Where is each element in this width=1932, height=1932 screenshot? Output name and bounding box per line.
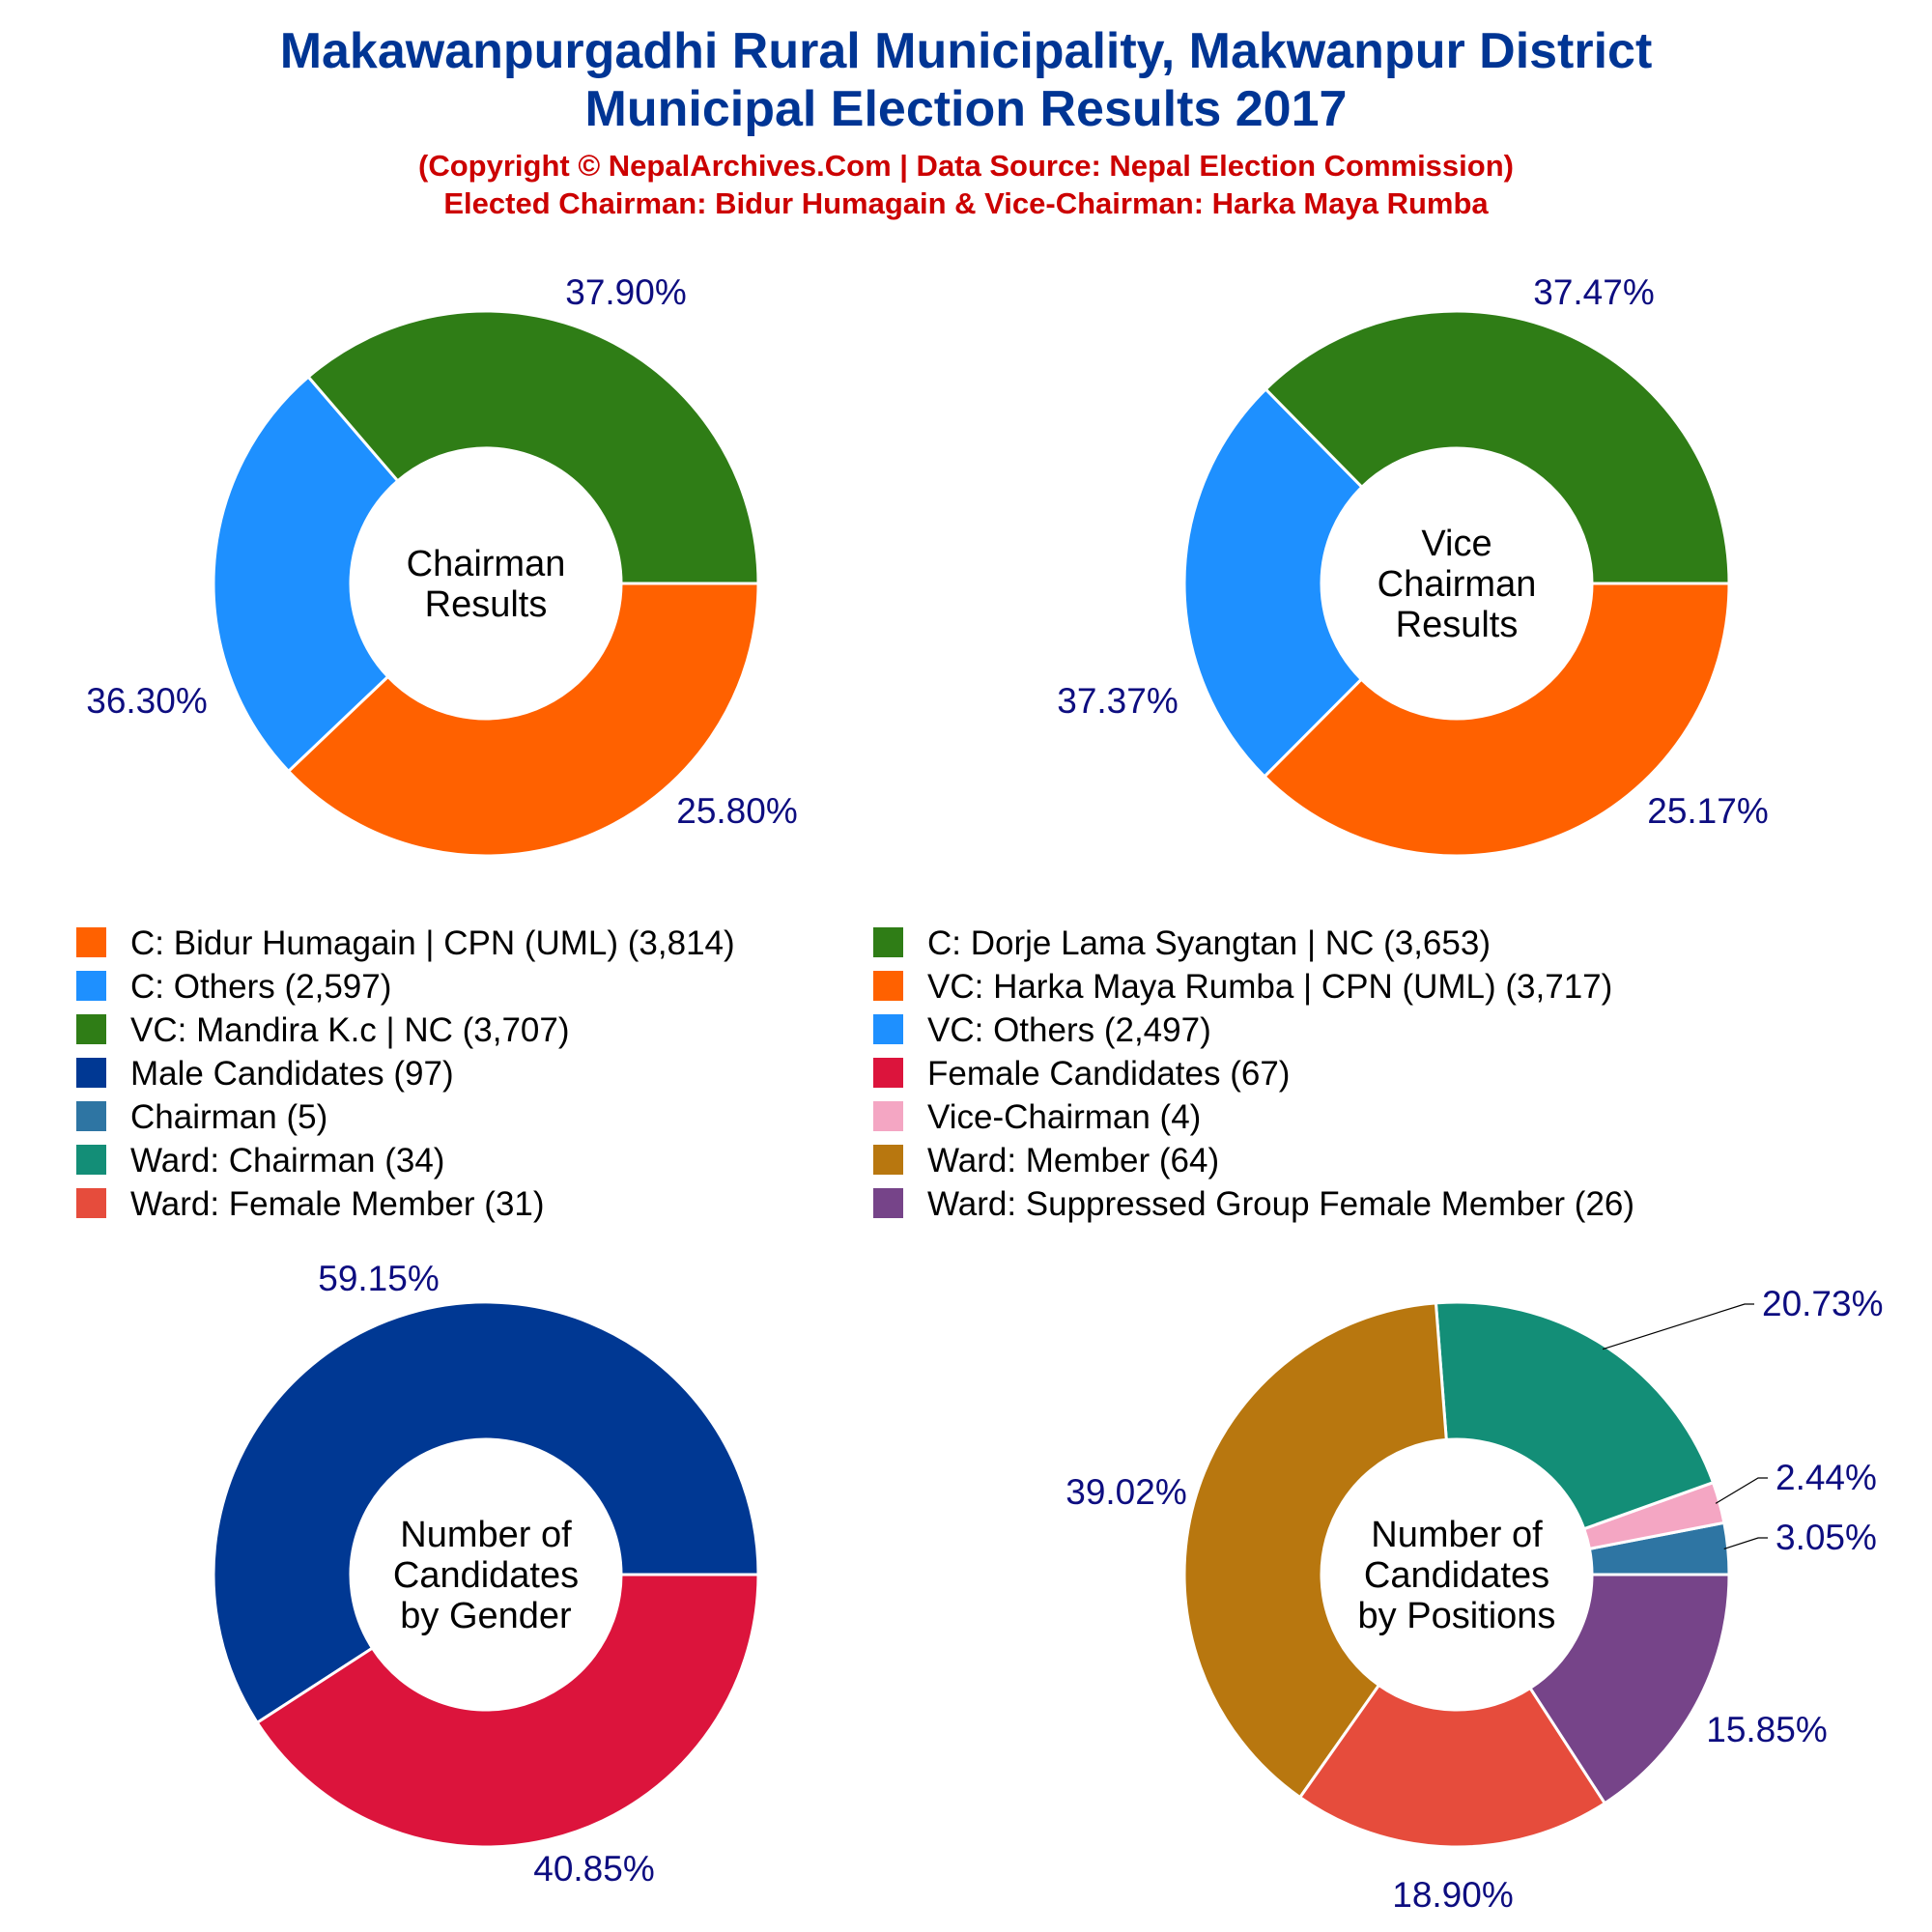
leader-line-4-3 xyxy=(1602,1303,1754,1350)
percent-label-4-5: 18.90% xyxy=(1392,1875,1514,1915)
center-label-4-1: Number of xyxy=(1371,1515,1543,1555)
legend-swatch-12 xyxy=(873,1145,903,1175)
legend-item-2: C: Dorje Lama Syangtan | NC (3,653) xyxy=(873,924,1491,962)
legend-swatch-3 xyxy=(76,971,106,1001)
legend-label-3: C: Others (2,597) xyxy=(130,968,391,1006)
legend-swatch-4 xyxy=(873,971,903,1001)
percent-label-4-2: 2.44% xyxy=(1776,1458,1877,1497)
title-line-2: Municipal Election Results 2017 xyxy=(585,81,1348,137)
legend-swatch-1 xyxy=(76,927,106,957)
center-label-1-1: Chairman xyxy=(407,544,566,584)
center-label-3-1: Number of xyxy=(400,1515,572,1555)
legend: C: Bidur Humagain | CPN (UML) (3,814) C: … xyxy=(76,924,1634,1223)
percent-label-1-3: 36.30% xyxy=(86,681,208,721)
legend-label-6: VC: Others (2,497) xyxy=(927,1011,1211,1049)
donut-charts: 37.90%25.80%36.30%ChairmanResults37.47%2… xyxy=(86,272,1883,1915)
legend-swatch-14 xyxy=(873,1188,903,1218)
center-label-2-3: Results xyxy=(1396,605,1519,645)
slice-4-5 xyxy=(1297,1683,1607,1849)
percent-label-4-4: 39.02% xyxy=(1065,1472,1187,1512)
subtitle-line-2: Elected Chairman: Bidur Humagain & Vice-… xyxy=(443,186,1489,220)
legend-swatch-6 xyxy=(873,1014,903,1044)
slice-4-3 xyxy=(1434,1300,1716,1531)
legend-label-14: Ward: Suppressed Group Female Member (26… xyxy=(927,1185,1634,1223)
slice-4-4 xyxy=(1182,1301,1448,1800)
legend-swatch-11 xyxy=(76,1145,106,1175)
center-label-2-2: Chairman xyxy=(1378,564,1537,605)
legend-item-1: C: Bidur Humagain | CPN (UML) (3,814) xyxy=(76,924,735,962)
subtitle-line-1: (Copyright © NepalArchives.Com | Data So… xyxy=(418,149,1514,183)
leader-line-4-2 xyxy=(1715,1477,1768,1504)
legend-label-13: Ward: Female Member (31) xyxy=(130,1185,545,1223)
legend-swatch-2 xyxy=(873,927,903,957)
percent-label-2-3: 37.37% xyxy=(1057,681,1179,721)
slice-2-1 xyxy=(1262,582,1731,858)
legend-item-9: Chairman (5) xyxy=(76,1098,327,1136)
slice-3-1 xyxy=(212,1300,760,1725)
slice-1-3 xyxy=(306,309,760,585)
slice-3-2 xyxy=(255,1573,760,1849)
legend-label-2: C: Dorje Lama Syangtan | NC (3,653) xyxy=(927,924,1491,962)
legend-swatch-8 xyxy=(873,1058,903,1088)
percent-label-4-6: 15.85% xyxy=(1706,1710,1828,1749)
center-label-4-3: by Positions xyxy=(1358,1596,1556,1636)
center-label-2-1: Vice xyxy=(1421,524,1492,564)
legend-item-10: Vice-Chairman (4) xyxy=(873,1098,1201,1136)
legend-item-6: VC: Others (2,497) xyxy=(873,1011,1211,1049)
percent-label-4-3: 20.73% xyxy=(1762,1284,1884,1323)
legend-swatch-5 xyxy=(76,1014,106,1044)
legend-swatch-9 xyxy=(76,1101,106,1131)
donut-chart-4: 3.05% 2.44% 20.73% 39.02% 18.90% 15.85% Number… xyxy=(1065,1284,1883,1915)
percent-label-1-2: 25.80% xyxy=(676,791,798,831)
legend-item-7: Male Candidates (97) xyxy=(76,1055,454,1093)
legend-item-13: Ward: Female Member (31) xyxy=(76,1185,545,1223)
center-label-4-2: Candidates xyxy=(1364,1555,1549,1596)
center-label-1-2: Results xyxy=(425,584,548,625)
legend-swatch-7 xyxy=(76,1058,106,1088)
legend-item-5: VC: Mandira K.c | NC (3,707) xyxy=(76,1011,570,1049)
legend-item-12: Ward: Member (64) xyxy=(873,1142,1219,1179)
legend-label-12: Ward: Member (64) xyxy=(927,1142,1219,1179)
legend-item-8: Female Candidates (67) xyxy=(873,1055,1290,1093)
center-label-3-2: Candidates xyxy=(393,1555,579,1596)
legend-label-7: Male Candidates (97) xyxy=(130,1055,454,1093)
legend-label-1: C: Bidur Humagain | CPN (UML) (3,814) xyxy=(130,924,735,962)
percent-label-2-1: 37.47% xyxy=(1533,272,1655,312)
slice-1-2 xyxy=(212,374,400,774)
slice-2-2 xyxy=(1182,386,1364,779)
legend-swatch-13 xyxy=(76,1188,106,1218)
slice-1-1 xyxy=(286,582,760,858)
title-line-1: Makawanpurgadhi Rural Municipality, Makw… xyxy=(280,23,1653,79)
legend-label-11: Ward: Chairman (34) xyxy=(130,1142,444,1179)
percent-label-4-1: 3.05% xyxy=(1776,1518,1877,1557)
legend-item-3: C: Others (2,597) xyxy=(76,968,391,1006)
center-label-3-3: by Gender xyxy=(400,1596,572,1636)
legend-label-8: Female Candidates (67) xyxy=(927,1055,1290,1093)
legend-swatch-10 xyxy=(873,1101,903,1131)
header: Makawanpurgadhi Rural Municipality, Makw… xyxy=(280,23,1653,220)
legend-item-14: Ward: Suppressed Group Female Member (26… xyxy=(873,1185,1634,1223)
leader-line-4-1 xyxy=(1723,1537,1768,1549)
legend-label-9: Chairman (5) xyxy=(130,1098,327,1136)
percent-label-2-2: 25.17% xyxy=(1647,791,1769,831)
legend-item-4: VC: Harka Maya Rumba | CPN (UML) (3,717) xyxy=(873,968,1612,1006)
legend-item-11: Ward: Chairman (34) xyxy=(76,1142,444,1179)
slice-4-6 xyxy=(1528,1573,1731,1805)
percent-label-3-1: 59.15% xyxy=(318,1259,440,1298)
legend-label-4: VC: Harka Maya Rumba | CPN (UML) (3,717) xyxy=(927,968,1612,1006)
slice-2-3 xyxy=(1264,309,1731,585)
percent-label-3-2: 40.85% xyxy=(533,1849,655,1889)
legend-label-10: Vice-Chairman (4) xyxy=(927,1098,1201,1136)
percent-label-1-1: 37.90% xyxy=(565,272,687,312)
legend-label-5: VC: Mandira K.c | NC (3,707) xyxy=(130,1011,570,1049)
